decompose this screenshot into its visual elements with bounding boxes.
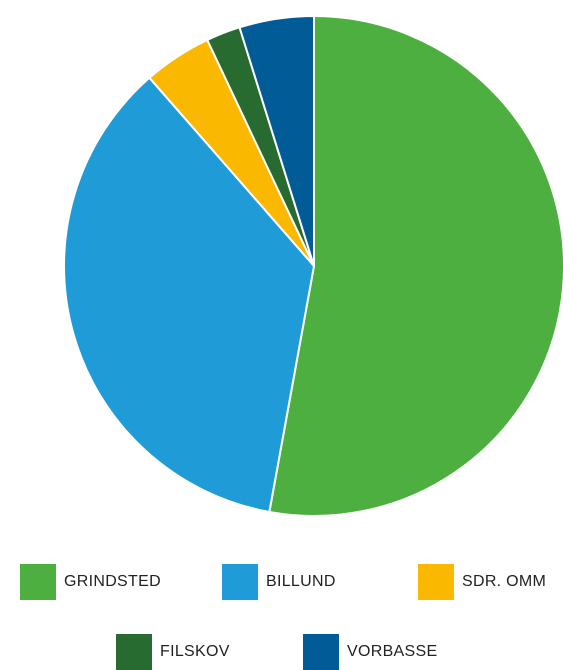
legend-swatch-grindsted — [20, 564, 56, 600]
legend-swatch-billund — [222, 564, 258, 600]
legend-label-vorbasse: VORBASSE — [347, 643, 438, 660]
legend-swatch-filskov — [116, 634, 152, 670]
legend-item-grindsted[interactable]: GRINDSTED — [20, 564, 161, 600]
legend-row-2: FILSKOV VORBASSE — [0, 634, 563, 670]
pie-chart — [63, 15, 563, 517]
legend-item-vorbasse[interactable]: VORBASSE — [303, 634, 437, 670]
legend-row-1: GRINDSTED BILLUND SDR. OMM — [0, 564, 563, 600]
pie-slice-billund[interactable] — [63, 76, 315, 513]
pie-slice-vorbasse[interactable] — [238, 15, 315, 267]
legend-label-grindsted: GRINDSTED — [64, 573, 161, 590]
legend-item-sdr-omm[interactable]: SDR. OMM — [418, 564, 546, 600]
legend-swatch-sdr-omm — [418, 564, 454, 600]
legend-label-billund: BILLUND — [266, 573, 336, 590]
legend-swatch-vorbasse — [303, 634, 339, 670]
legend-item-billund[interactable]: BILLUND — [222, 564, 336, 600]
legend-label-filskov: FILSKOV — [160, 643, 230, 660]
legend-label-sdr-omm: SDR. OMM — [462, 573, 547, 590]
legend-item-filskov[interactable]: FILSKOV — [116, 634, 230, 670]
